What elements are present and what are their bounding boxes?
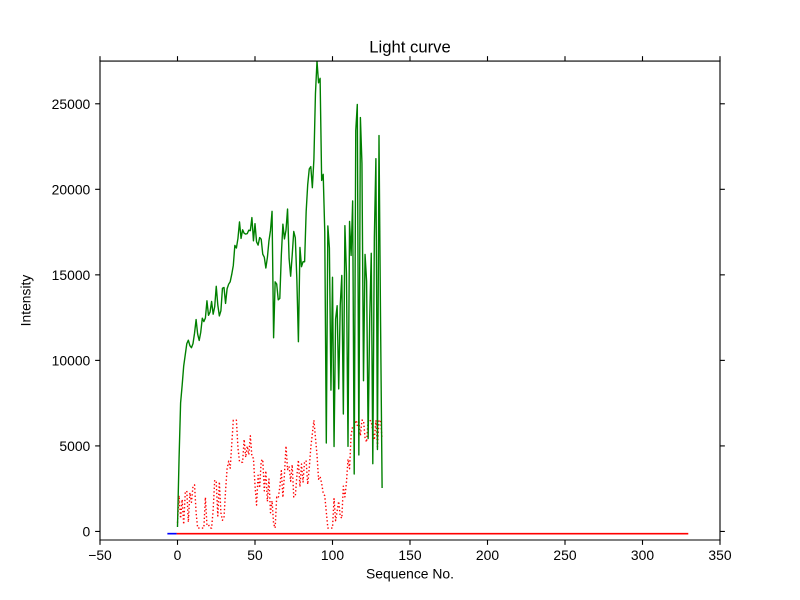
svg-text:100: 100 xyxy=(321,547,344,563)
svg-text:0: 0 xyxy=(174,547,182,563)
svg-text:250: 250 xyxy=(553,547,576,563)
svg-text:−50: −50 xyxy=(88,547,112,563)
svg-text:Intensity: Intensity xyxy=(18,275,34,327)
svg-text:Sequence No.: Sequence No. xyxy=(366,565,454,581)
svg-text:0: 0 xyxy=(83,523,91,539)
svg-text:10000: 10000 xyxy=(52,352,91,368)
svg-text:20000: 20000 xyxy=(52,181,91,197)
svg-text:25000: 25000 xyxy=(52,96,91,112)
svg-text:5000: 5000 xyxy=(59,438,90,454)
svg-text:150: 150 xyxy=(398,547,421,563)
svg-text:200: 200 xyxy=(476,547,499,563)
svg-text:Light curve: Light curve xyxy=(369,38,450,57)
svg-text:350: 350 xyxy=(708,547,731,563)
svg-text:15000: 15000 xyxy=(52,267,91,283)
svg-text:50: 50 xyxy=(247,547,263,563)
svg-text:300: 300 xyxy=(631,547,654,563)
